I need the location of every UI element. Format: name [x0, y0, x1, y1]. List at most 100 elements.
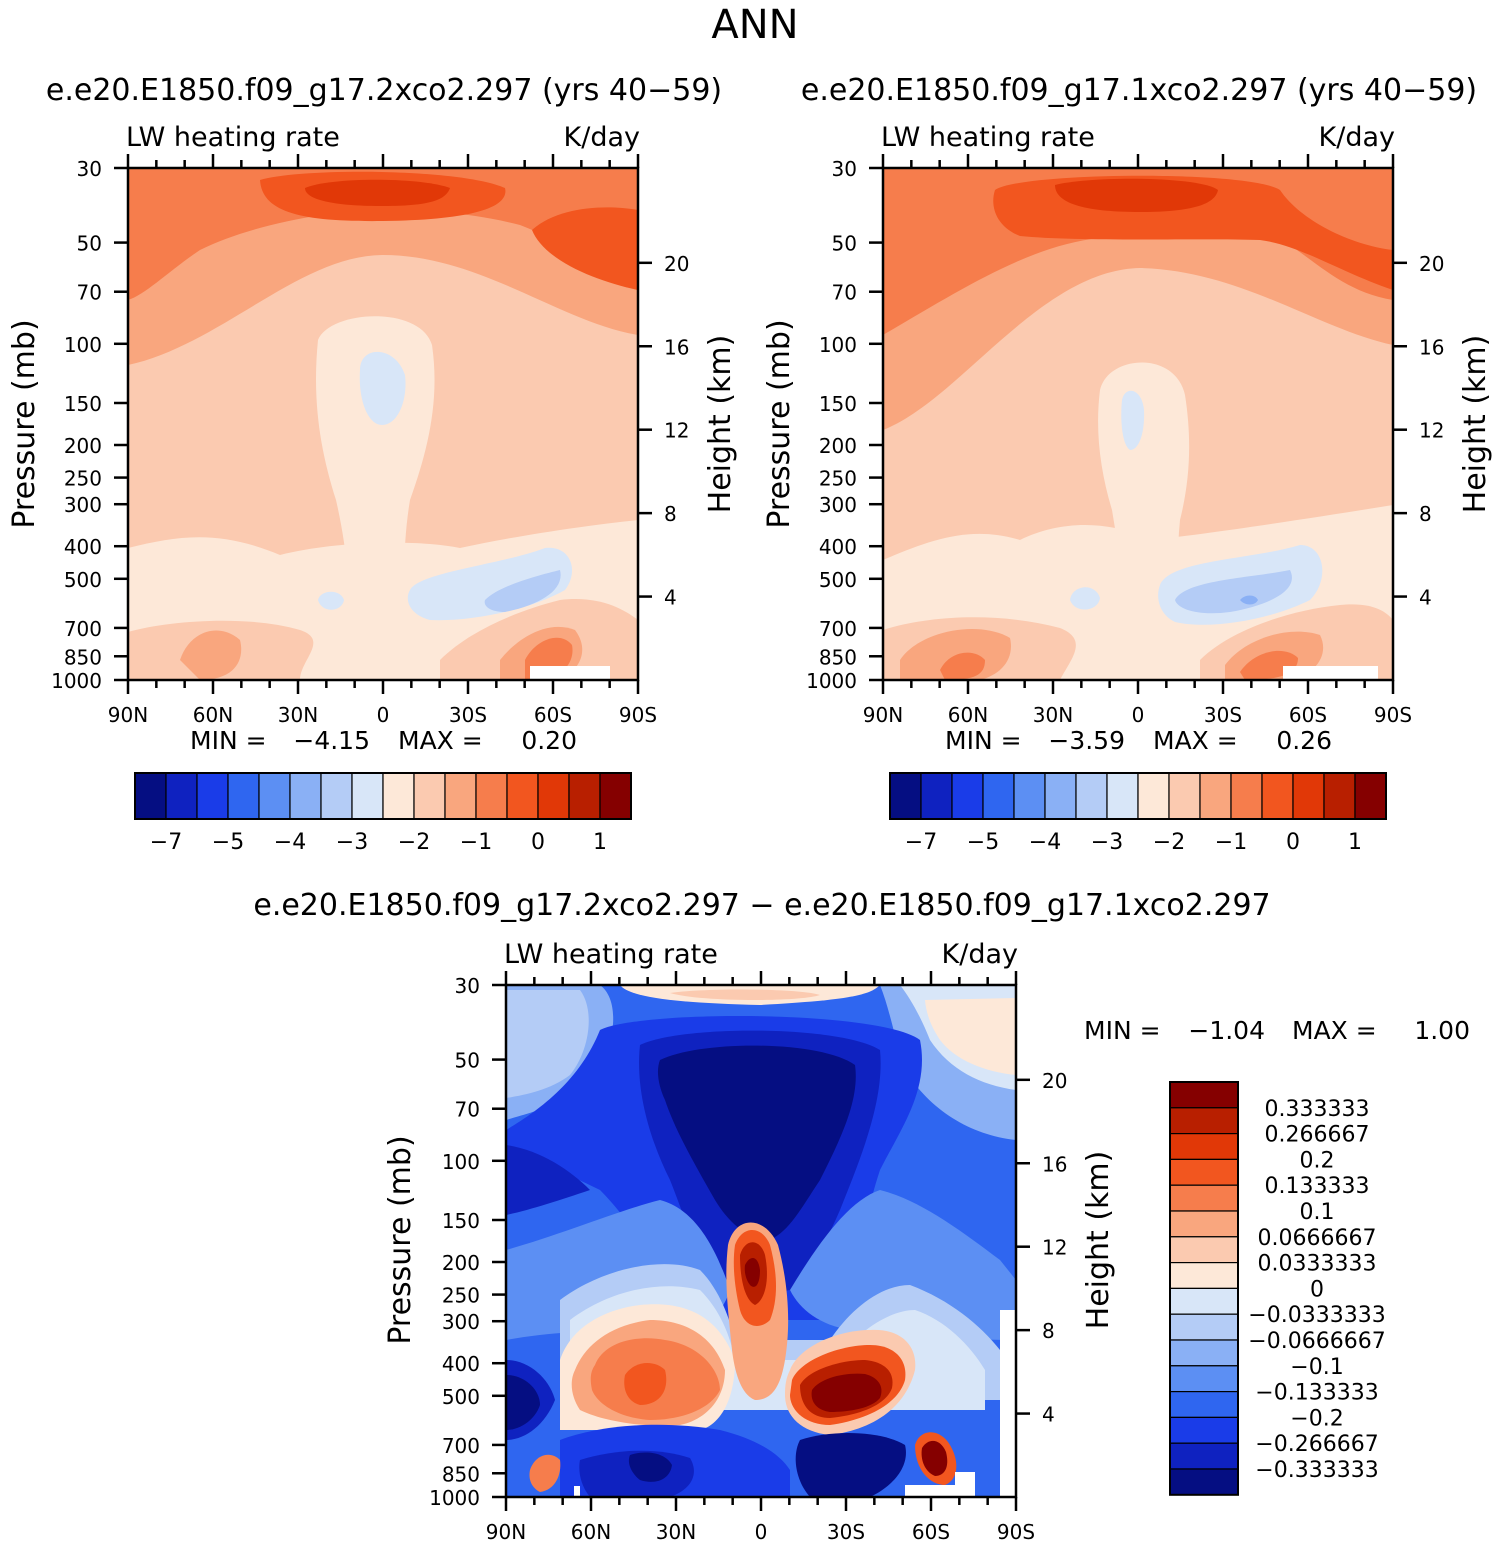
panel-1-x-tick-label: 60N — [193, 703, 233, 727]
panel-2-y-right-tick-label: 4 — [1419, 586, 1432, 610]
panel-3-colorbar: 0.3333330.2666670.20.1333330.10.06666670… — [1169, 1081, 1386, 1496]
panel-3-min-value: −1.04 — [1188, 1016, 1265, 1045]
panel-3-colorbar-label: −0.266667 — [1255, 1432, 1378, 1457]
panel-1-colorbar-box — [506, 772, 539, 820]
panel-2-colorbar-box — [1044, 772, 1077, 820]
panel-3-colorbar-label: 0.0333333 — [1258, 1252, 1377, 1277]
panel-1-y-right-tick-label: 16 — [664, 335, 689, 359]
panel-2-x-tick-label: 90S — [1374, 703, 1412, 727]
panel-3-y-tick-label: 500 — [442, 1385, 480, 1409]
p1-low-cool-2 — [484, 570, 561, 612]
panel-2-colorbar-box — [1354, 772, 1387, 820]
p2-mid-cool — [1121, 390, 1145, 450]
panel-2-max-label: MAX = — [1153, 726, 1238, 755]
panel-2-colorbar-box — [1199, 772, 1232, 820]
panel-2-colorbar-box — [1230, 772, 1263, 820]
p3-missing-4 — [574, 1486, 580, 1497]
panel-3-x-tick-label: 60N — [571, 1520, 611, 1544]
panel-2-colorbar-box — [1261, 772, 1294, 820]
page-title: ANN — [711, 2, 798, 48]
panel-2-y-right-tick-label: 12 — [1419, 419, 1444, 443]
panel-2-colorbar-label: −4 — [1029, 830, 1061, 855]
panel-2-x-tick-label: 60N — [948, 703, 988, 727]
panel-3-title: e.e20.E1850.f09_g17.2xco2.297 − e.e20.E1… — [253, 888, 1270, 923]
p1-upper-warm — [128, 168, 638, 300]
panel-2-min-label: MIN = — [945, 726, 1022, 755]
panel-3-colorbar-box — [1169, 1107, 1239, 1135]
panel-2-y-tick-label: 850 — [819, 645, 857, 669]
panel-1-y-right-tick-label: 8 — [664, 502, 677, 526]
panel-2-colorbar-box — [1137, 772, 1170, 820]
p2-low-cool-3 — [1240, 595, 1258, 605]
panel-1-min-label: MIN = — [190, 726, 267, 755]
panel-1-colorbar-box — [289, 772, 322, 820]
panel-1-x-tick-label: 30N — [278, 703, 318, 727]
panel-2-x-tick-label: 60S — [1289, 703, 1327, 727]
panel-3-colorbar-box — [1169, 1081, 1239, 1109]
panel-3-x-tick-label: 0 — [755, 1520, 768, 1544]
p2-low-cool-4 — [1070, 587, 1100, 610]
panel-3-y-right-tick-label: 8 — [1042, 1319, 1055, 1343]
p3-warm-main-left-4 — [624, 1363, 667, 1405]
panel-1-colorbar-box — [320, 772, 353, 820]
p3-low-darkest-2 — [628, 1452, 672, 1482]
panel-2-y-right-tick-label: 16 — [1419, 335, 1444, 359]
panel-3-units: K/day — [942, 939, 1018, 970]
p3-low-dark-2 — [506, 1375, 540, 1430]
panel-2-y-right-ticks: 20 16 12 8 4 — [1393, 252, 1444, 610]
panel-1-min-value: −4.15 — [293, 726, 370, 755]
panel-2-y-tick-label: 700 — [819, 617, 857, 641]
panel-2-colorbar-label: −5 — [967, 830, 999, 855]
panel-1-colorbar-label: −7 — [150, 830, 182, 855]
panel-2-colorbar-box — [1292, 772, 1325, 820]
panel-1-x-ticks: 90N 60N 30N 0 30S 60S 90S — [108, 154, 657, 727]
panel-2-y-tick-label: 70 — [832, 281, 857, 305]
panel-1-colorbar-label: −5 — [212, 830, 244, 855]
panel-1-colorbar-box — [351, 772, 384, 820]
panel-3-colorbar-label: 0.333333 — [1265, 1097, 1370, 1122]
panel-1-y-tick-label: 250 — [64, 467, 102, 491]
p3-upper-darkest — [657, 1045, 856, 1240]
panel-2-contours — [883, 168, 1393, 680]
p3-upper-left-lighter — [506, 990, 589, 1098]
panel-3-y-tick-label: 250 — [442, 1284, 480, 1308]
panel-1-colorbar-label: −3 — [336, 830, 368, 855]
panel-2-y-tick-label: 250 — [819, 467, 857, 491]
p3-top-warm-2 — [670, 989, 820, 1001]
panel-3-colorbar-box — [1169, 1468, 1239, 1496]
panel-2-y-tick-label: 200 — [819, 434, 857, 458]
panel-2-colorbar-label: 0 — [1286, 830, 1300, 855]
p3-low-warm-left — [529, 1454, 561, 1492]
panel-3-colorbar-box — [1169, 1442, 1239, 1470]
p2-tropopause-max — [1055, 178, 1218, 212]
panel-2-y-tick-label: 500 — [819, 568, 857, 592]
panel-3-max-label: MAX = — [1292, 1016, 1377, 1045]
panel-3-y-tick-label: 1000 — [429, 1486, 480, 1510]
panel-3-y-right-tick-label: 20 — [1042, 1069, 1067, 1093]
panel-1-colorbar-box — [537, 772, 570, 820]
panel-3-x-tick-label: 30N — [656, 1520, 696, 1544]
panel-3-colorbar-box — [1169, 1416, 1239, 1444]
panel-2-y-right-tick-label: 20 — [1419, 252, 1444, 276]
panel-3-colorbar-box — [1169, 1210, 1239, 1238]
panel-3-colorbar-label: 0 — [1310, 1277, 1324, 1302]
panel-3-colorbar-label: 0.2 — [1300, 1148, 1335, 1173]
panel-1-colorbar-box — [165, 772, 198, 820]
panel-2-colorbar-label: −1 — [1215, 830, 1247, 855]
panel-2-y-tick-label: 50 — [832, 232, 857, 256]
panel-1-colorbar-label: −4 — [274, 830, 306, 855]
p3-low-darkest — [795, 1433, 906, 1497]
panel-1-y-tick-label: 400 — [64, 535, 102, 559]
panel-3-contours — [506, 985, 1016, 1497]
p1-mid-cool — [359, 351, 406, 425]
panel-2-y-tick-label: 30 — [832, 157, 857, 181]
panel-2-field-label: LW heating rate — [881, 122, 1095, 153]
panel-1-colorbar-box — [382, 772, 415, 820]
panel-1-colorbar-label: 1 — [593, 830, 607, 855]
panel-2-x-tick-label: 90N — [863, 703, 903, 727]
panel-3-colorbar-box — [1169, 1132, 1239, 1160]
panel-2-y-tick-label: 100 — [819, 333, 857, 357]
panel-3-y-tick-label: 30 — [455, 974, 480, 998]
